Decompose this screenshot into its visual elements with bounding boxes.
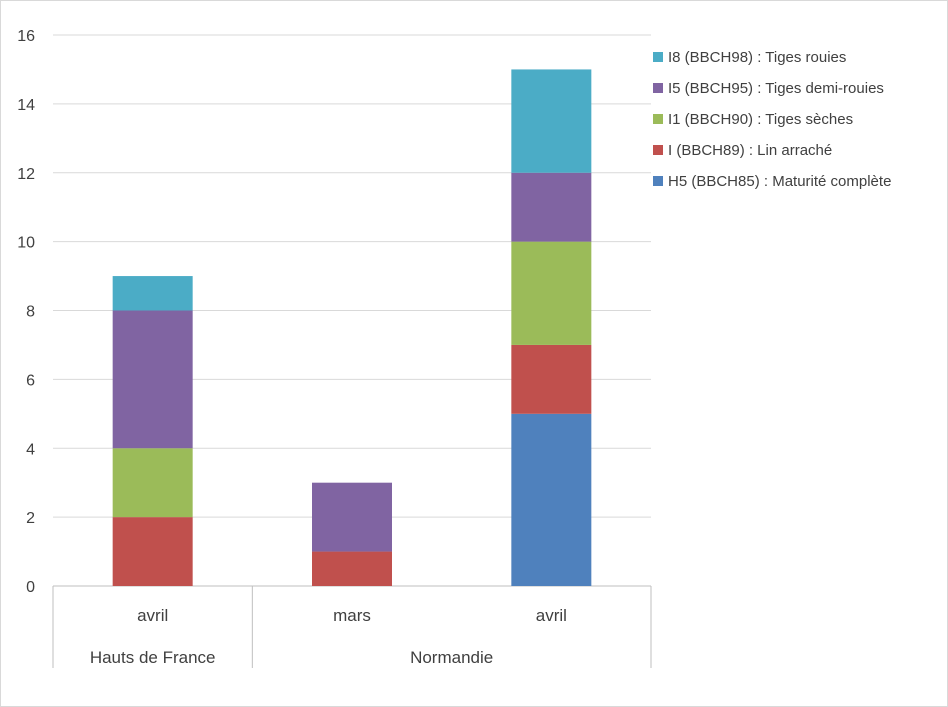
y-tick-label: 12: [17, 166, 35, 183]
y-tick-label: 10: [17, 235, 35, 252]
legend-swatch: [653, 145, 663, 155]
bar-segment: [511, 172, 592, 242]
x-axis: avril mars avril Hauts de France Normandie: [52, 586, 652, 668]
x-category-label: mars: [333, 606, 371, 625]
legend-entry-label: I8 (BBCH98) : Tiges rouies: [668, 49, 846, 66]
y-tick-label: 4: [26, 441, 35, 458]
bar-segment: [312, 482, 392, 552]
y-tick-label: 8: [26, 304, 35, 321]
y-tick-label: 6: [26, 372, 35, 389]
y-tick-label: 16: [17, 28, 35, 45]
x-category-label: avril: [536, 606, 567, 625]
bar-segment: [112, 517, 193, 586]
y-tick-label: 2: [26, 510, 35, 527]
y-axis-ticks: 0 2 4 6 8 10 12 14 16: [17, 28, 35, 596]
x-group-label: Normandie: [410, 648, 493, 667]
bar-segment: [112, 310, 193, 449]
y-tick-label: 14: [17, 97, 35, 114]
x-category-label: avril: [137, 606, 168, 625]
legend-entry-label: H5 (BBCH85) : Maturité complète: [668, 173, 891, 190]
bar-segment: [511, 413, 592, 586]
legend-entry-label: I5 (BBCH95) : Tiges demi-rouies: [668, 80, 884, 97]
legend-entry-label: I1 (BBCH90) : Tiges sèches: [668, 111, 853, 128]
bar-segment: [511, 69, 592, 173]
legend-swatch: [653, 114, 663, 124]
bar-segment: [511, 241, 592, 345]
legend-swatch: [653, 52, 663, 62]
bar-segment: [312, 551, 392, 586]
legend: I8 (BBCH98) : Tiges rouies I5 (BBCH95) : …: [653, 49, 891, 190]
legend-swatch: [653, 83, 663, 93]
x-group-label: Hauts de France: [90, 648, 216, 667]
legend-swatch: [653, 176, 663, 186]
bar-segment: [112, 276, 193, 311]
y-tick-label: 0: [26, 579, 35, 596]
bar-segment: [112, 448, 193, 518]
legend-entry-label: I (BBCH89) : Lin arraché: [668, 142, 832, 159]
bar-segment: [511, 344, 592, 414]
bars: [112, 69, 592, 586]
